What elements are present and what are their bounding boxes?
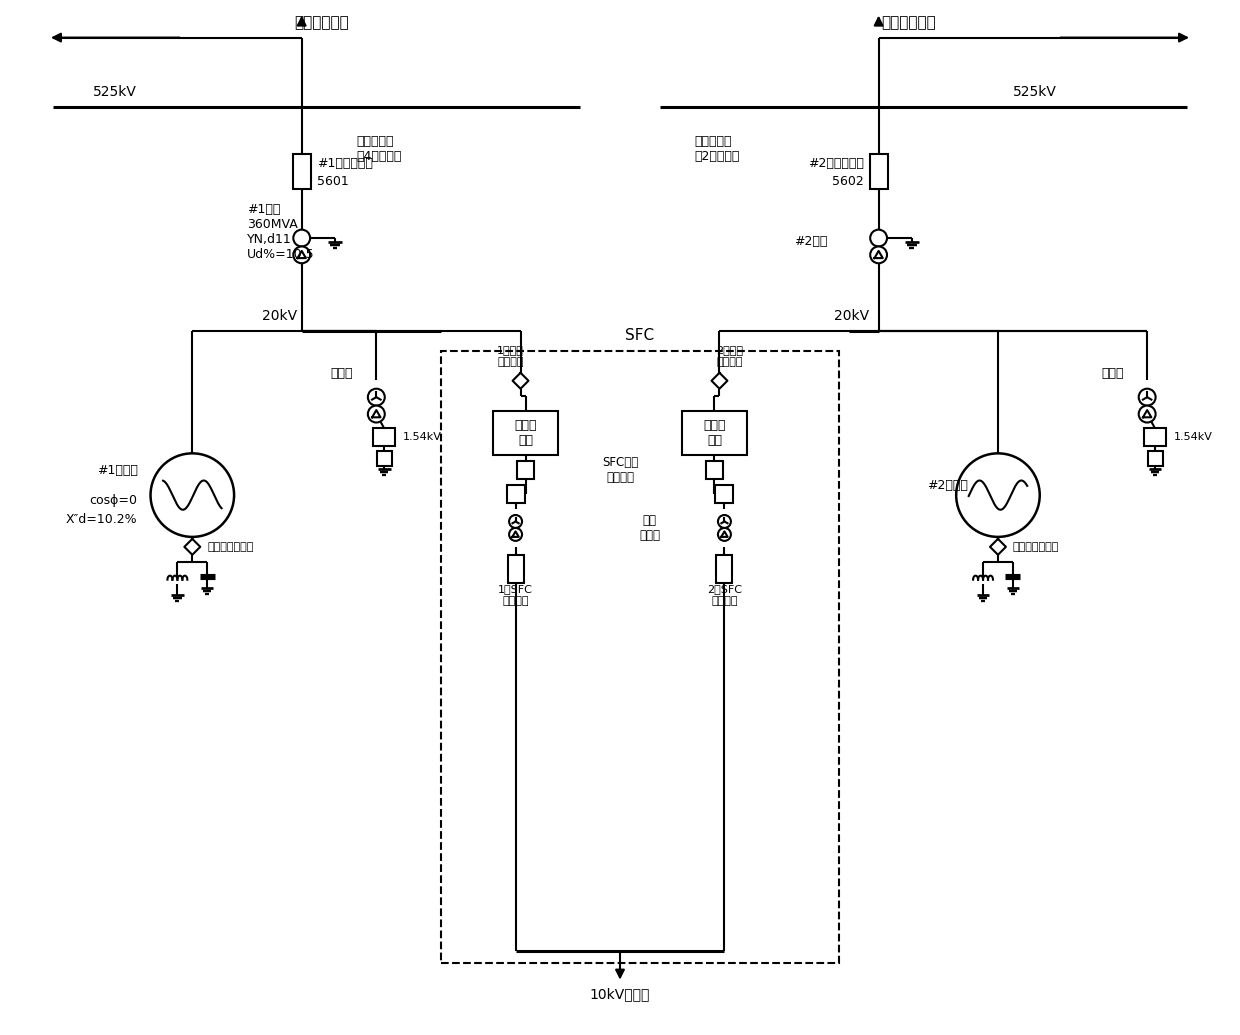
Text: #2机并网开关: #2机并网开关 bbox=[807, 157, 864, 171]
Bar bbox=[377, 451, 392, 466]
Text: 励磁变: 励磁变 bbox=[1101, 367, 1123, 380]
Bar bbox=[507, 556, 523, 583]
Text: X″d=10.2%: X″d=10.2% bbox=[66, 513, 138, 527]
Text: #1调相机: #1调相机 bbox=[97, 464, 138, 477]
Circle shape bbox=[870, 230, 887, 246]
Text: 交流场第五串: 交流场第五串 bbox=[882, 16, 936, 30]
Text: 10kV备用段: 10kV备用段 bbox=[590, 987, 650, 1002]
Text: #1机并网开关: #1机并网开关 bbox=[316, 157, 372, 171]
Circle shape bbox=[1138, 406, 1156, 422]
Text: 切换开
关柜: 切换开 关柜 bbox=[515, 419, 537, 447]
Text: 交流滤波器
第2大组母线: 交流滤波器 第2大组母线 bbox=[694, 135, 740, 162]
Text: #2调相机: #2调相机 bbox=[928, 478, 968, 492]
Text: 1.54kV: 1.54kV bbox=[1174, 433, 1213, 442]
Bar bbox=[869, 154, 888, 189]
Text: cosϕ=0: cosϕ=0 bbox=[89, 494, 138, 506]
Text: SFC: SFC bbox=[625, 328, 655, 344]
Text: 交流滤波器
第4大组母线: 交流滤波器 第4大组母线 bbox=[356, 135, 402, 162]
Bar bbox=[293, 154, 311, 189]
Text: 525kV: 525kV bbox=[1013, 85, 1056, 99]
Circle shape bbox=[956, 453, 1039, 537]
Text: 隔离
变压器: 隔离 变压器 bbox=[640, 514, 661, 542]
Circle shape bbox=[368, 406, 384, 422]
Text: #1主变
360MVA
YN,d11
Ud%=10.5: #1主变 360MVA YN,d11 Ud%=10.5 bbox=[247, 203, 315, 261]
Circle shape bbox=[510, 515, 522, 528]
Text: 交流场第八串: 交流场第八串 bbox=[294, 16, 348, 30]
Text: 20kV: 20kV bbox=[833, 309, 869, 323]
Bar bbox=[1145, 428, 1166, 446]
Circle shape bbox=[718, 515, 730, 528]
Bar bbox=[706, 462, 723, 479]
Circle shape bbox=[510, 528, 522, 541]
Circle shape bbox=[718, 528, 730, 541]
Text: 1.54kV: 1.54kV bbox=[403, 433, 441, 442]
Bar bbox=[507, 485, 525, 503]
Circle shape bbox=[1138, 389, 1156, 406]
Text: 中性点隔离刀闸: 中性点隔离刀闸 bbox=[207, 542, 254, 552]
Text: 525kV: 525kV bbox=[93, 85, 136, 99]
Circle shape bbox=[150, 453, 234, 537]
Circle shape bbox=[294, 230, 310, 246]
Bar bbox=[517, 462, 534, 479]
Text: 切换开
关柜: 切换开 关柜 bbox=[703, 419, 725, 447]
Text: 20kV: 20kV bbox=[262, 309, 298, 323]
Text: #2主变: #2主变 bbox=[794, 235, 827, 248]
Text: 2号机端
隔离开关: 2号机端 隔离开关 bbox=[715, 345, 743, 366]
Circle shape bbox=[870, 246, 887, 263]
Text: 1号SFC
进线开关: 1号SFC 进线开关 bbox=[498, 585, 533, 605]
Text: 5601: 5601 bbox=[316, 175, 348, 188]
Bar bbox=[717, 556, 733, 583]
Text: 1号机端
隔离开关: 1号机端 隔离开关 bbox=[497, 345, 525, 366]
Bar bbox=[494, 411, 558, 455]
Text: SFC整流
逆变系统: SFC整流 逆变系统 bbox=[601, 456, 639, 484]
Bar bbox=[1148, 451, 1163, 466]
Bar bbox=[441, 351, 838, 963]
Text: 中性点隔离刀闸: 中性点隔离刀闸 bbox=[1013, 542, 1059, 552]
Circle shape bbox=[368, 389, 384, 406]
Text: 5602: 5602 bbox=[832, 175, 864, 188]
Bar bbox=[682, 411, 746, 455]
Text: 2号SFC
进线开关: 2号SFC 进线开关 bbox=[707, 585, 742, 605]
Bar bbox=[715, 485, 733, 503]
Bar bbox=[373, 428, 396, 446]
Text: 励磁变: 励磁变 bbox=[330, 367, 352, 380]
Circle shape bbox=[294, 246, 310, 263]
